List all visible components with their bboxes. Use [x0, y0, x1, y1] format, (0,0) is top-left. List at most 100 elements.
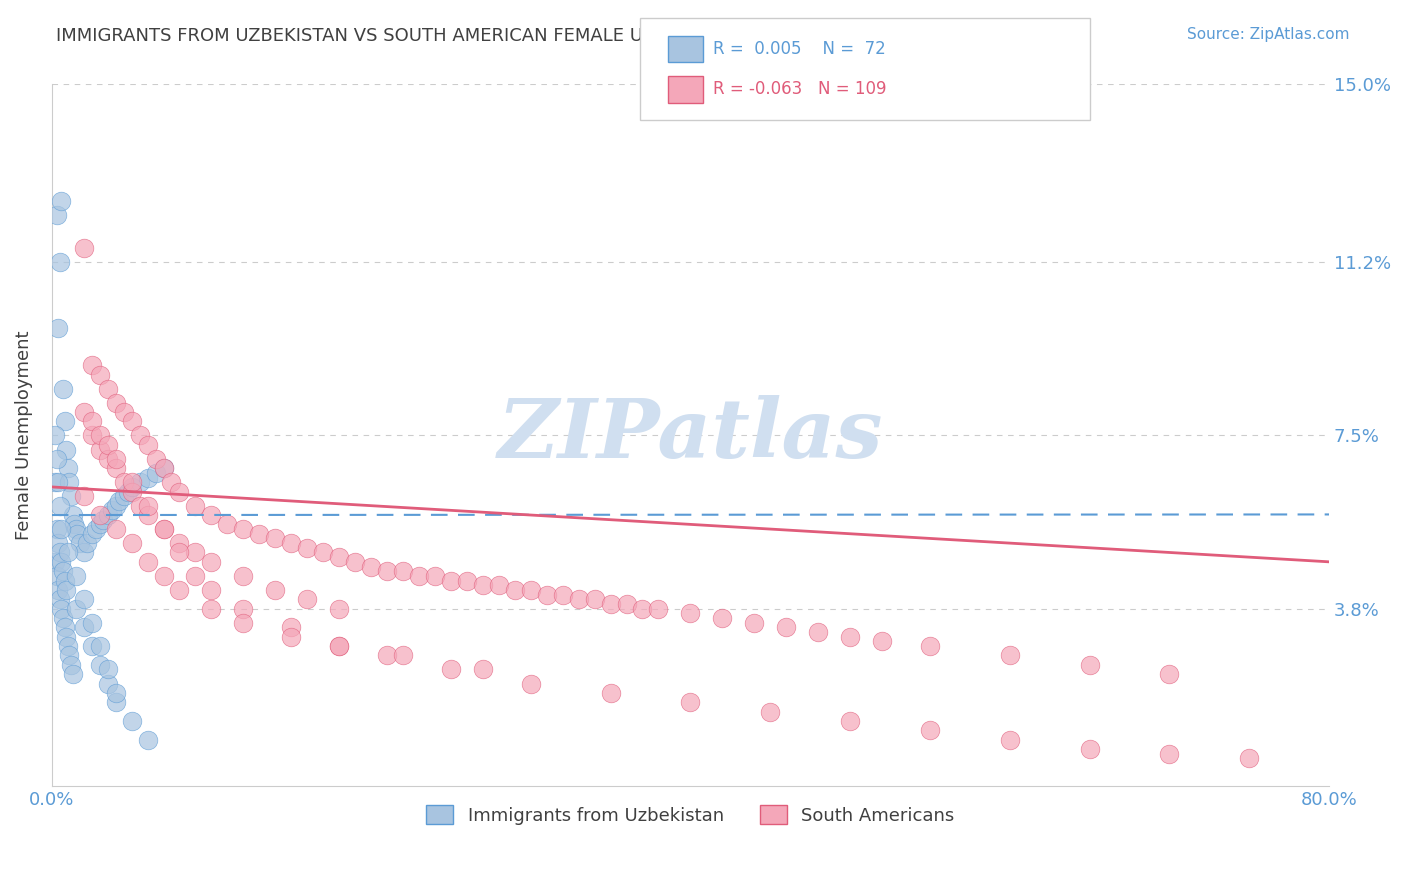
- Point: [152, 569, 174, 583]
- Point: [44, 555, 66, 569]
- Point: [136, 438, 159, 452]
- Point: [232, 615, 254, 630]
- Point: [58, 475, 80, 490]
- Point: [128, 428, 150, 442]
- Point: [471, 578, 494, 592]
- Legend: Immigrants from Uzbekistan, South Americans: Immigrants from Uzbekistan, South Americ…: [418, 797, 963, 834]
- Point: [52, 564, 75, 578]
- Point: [56, 639, 79, 653]
- Point: [200, 601, 222, 615]
- Point: [58, 648, 80, 663]
- Point: [152, 461, 174, 475]
- Point: [440, 663, 463, 677]
- Point: [97, 663, 120, 677]
- Point: [112, 405, 135, 419]
- Point: [73, 620, 96, 634]
- Point: [46, 536, 69, 550]
- Point: [62, 508, 84, 522]
- Point: [121, 480, 143, 494]
- Point: [121, 414, 143, 428]
- Point: [145, 451, 167, 466]
- Point: [160, 475, 183, 490]
- Point: [112, 489, 135, 503]
- Point: [247, 526, 270, 541]
- Point: [104, 395, 127, 409]
- Point: [870, 634, 893, 648]
- Point: [80, 526, 103, 541]
- Point: [121, 475, 143, 490]
- Point: [104, 695, 127, 709]
- Point: [45, 569, 67, 583]
- Point: [89, 508, 111, 522]
- Point: [121, 536, 143, 550]
- Point: [295, 592, 318, 607]
- Point: [312, 545, 335, 559]
- Point: [59, 489, 82, 503]
- Point: [568, 592, 591, 607]
- Point: [599, 686, 621, 700]
- Point: [200, 555, 222, 569]
- Point: [488, 578, 510, 592]
- Point: [152, 522, 174, 536]
- Point: [519, 582, 541, 597]
- Point: [264, 582, 287, 597]
- Point: [169, 484, 191, 499]
- Point: [89, 517, 111, 532]
- Point: [45, 522, 67, 536]
- Point: [152, 522, 174, 536]
- Point: [152, 461, 174, 475]
- Point: [998, 732, 1021, 747]
- Point: [1159, 747, 1181, 761]
- Point: [97, 451, 120, 466]
- Point: [46, 582, 69, 597]
- Point: [55, 630, 77, 644]
- Point: [73, 592, 96, 607]
- Point: [280, 536, 302, 550]
- Point: [104, 461, 127, 475]
- Point: [616, 597, 638, 611]
- Point: [711, 611, 734, 625]
- Point: [551, 588, 574, 602]
- Text: Source: ZipAtlas.com: Source: ZipAtlas.com: [1187, 27, 1350, 42]
- Point: [839, 630, 862, 644]
- Point: [97, 438, 120, 452]
- Point: [1078, 657, 1101, 672]
- Point: [59, 657, 82, 672]
- Point: [48, 255, 70, 269]
- Point: [63, 517, 86, 532]
- Point: [169, 536, 191, 550]
- Point: [184, 545, 207, 559]
- Point: [679, 607, 702, 621]
- Point: [44, 428, 66, 442]
- Point: [45, 209, 67, 223]
- Point: [807, 625, 830, 640]
- Point: [136, 732, 159, 747]
- Point: [1237, 751, 1260, 765]
- Point: [46, 475, 69, 490]
- Point: [599, 597, 621, 611]
- Point: [295, 541, 318, 555]
- Point: [48, 499, 70, 513]
- Point: [101, 503, 124, 517]
- Point: [73, 405, 96, 419]
- Point: [471, 663, 494, 677]
- Point: [264, 532, 287, 546]
- Point: [80, 615, 103, 630]
- Point: [128, 499, 150, 513]
- Point: [145, 466, 167, 480]
- Point: [344, 555, 367, 569]
- Point: [200, 508, 222, 522]
- Point: [136, 499, 159, 513]
- Point: [375, 648, 398, 663]
- Point: [73, 489, 96, 503]
- Point: [423, 569, 446, 583]
- Point: [519, 676, 541, 690]
- Point: [112, 475, 135, 490]
- Point: [280, 630, 302, 644]
- Point: [759, 705, 782, 719]
- Point: [217, 517, 239, 532]
- Point: [998, 648, 1021, 663]
- Point: [136, 470, 159, 484]
- Point: [328, 550, 350, 565]
- Point: [73, 241, 96, 255]
